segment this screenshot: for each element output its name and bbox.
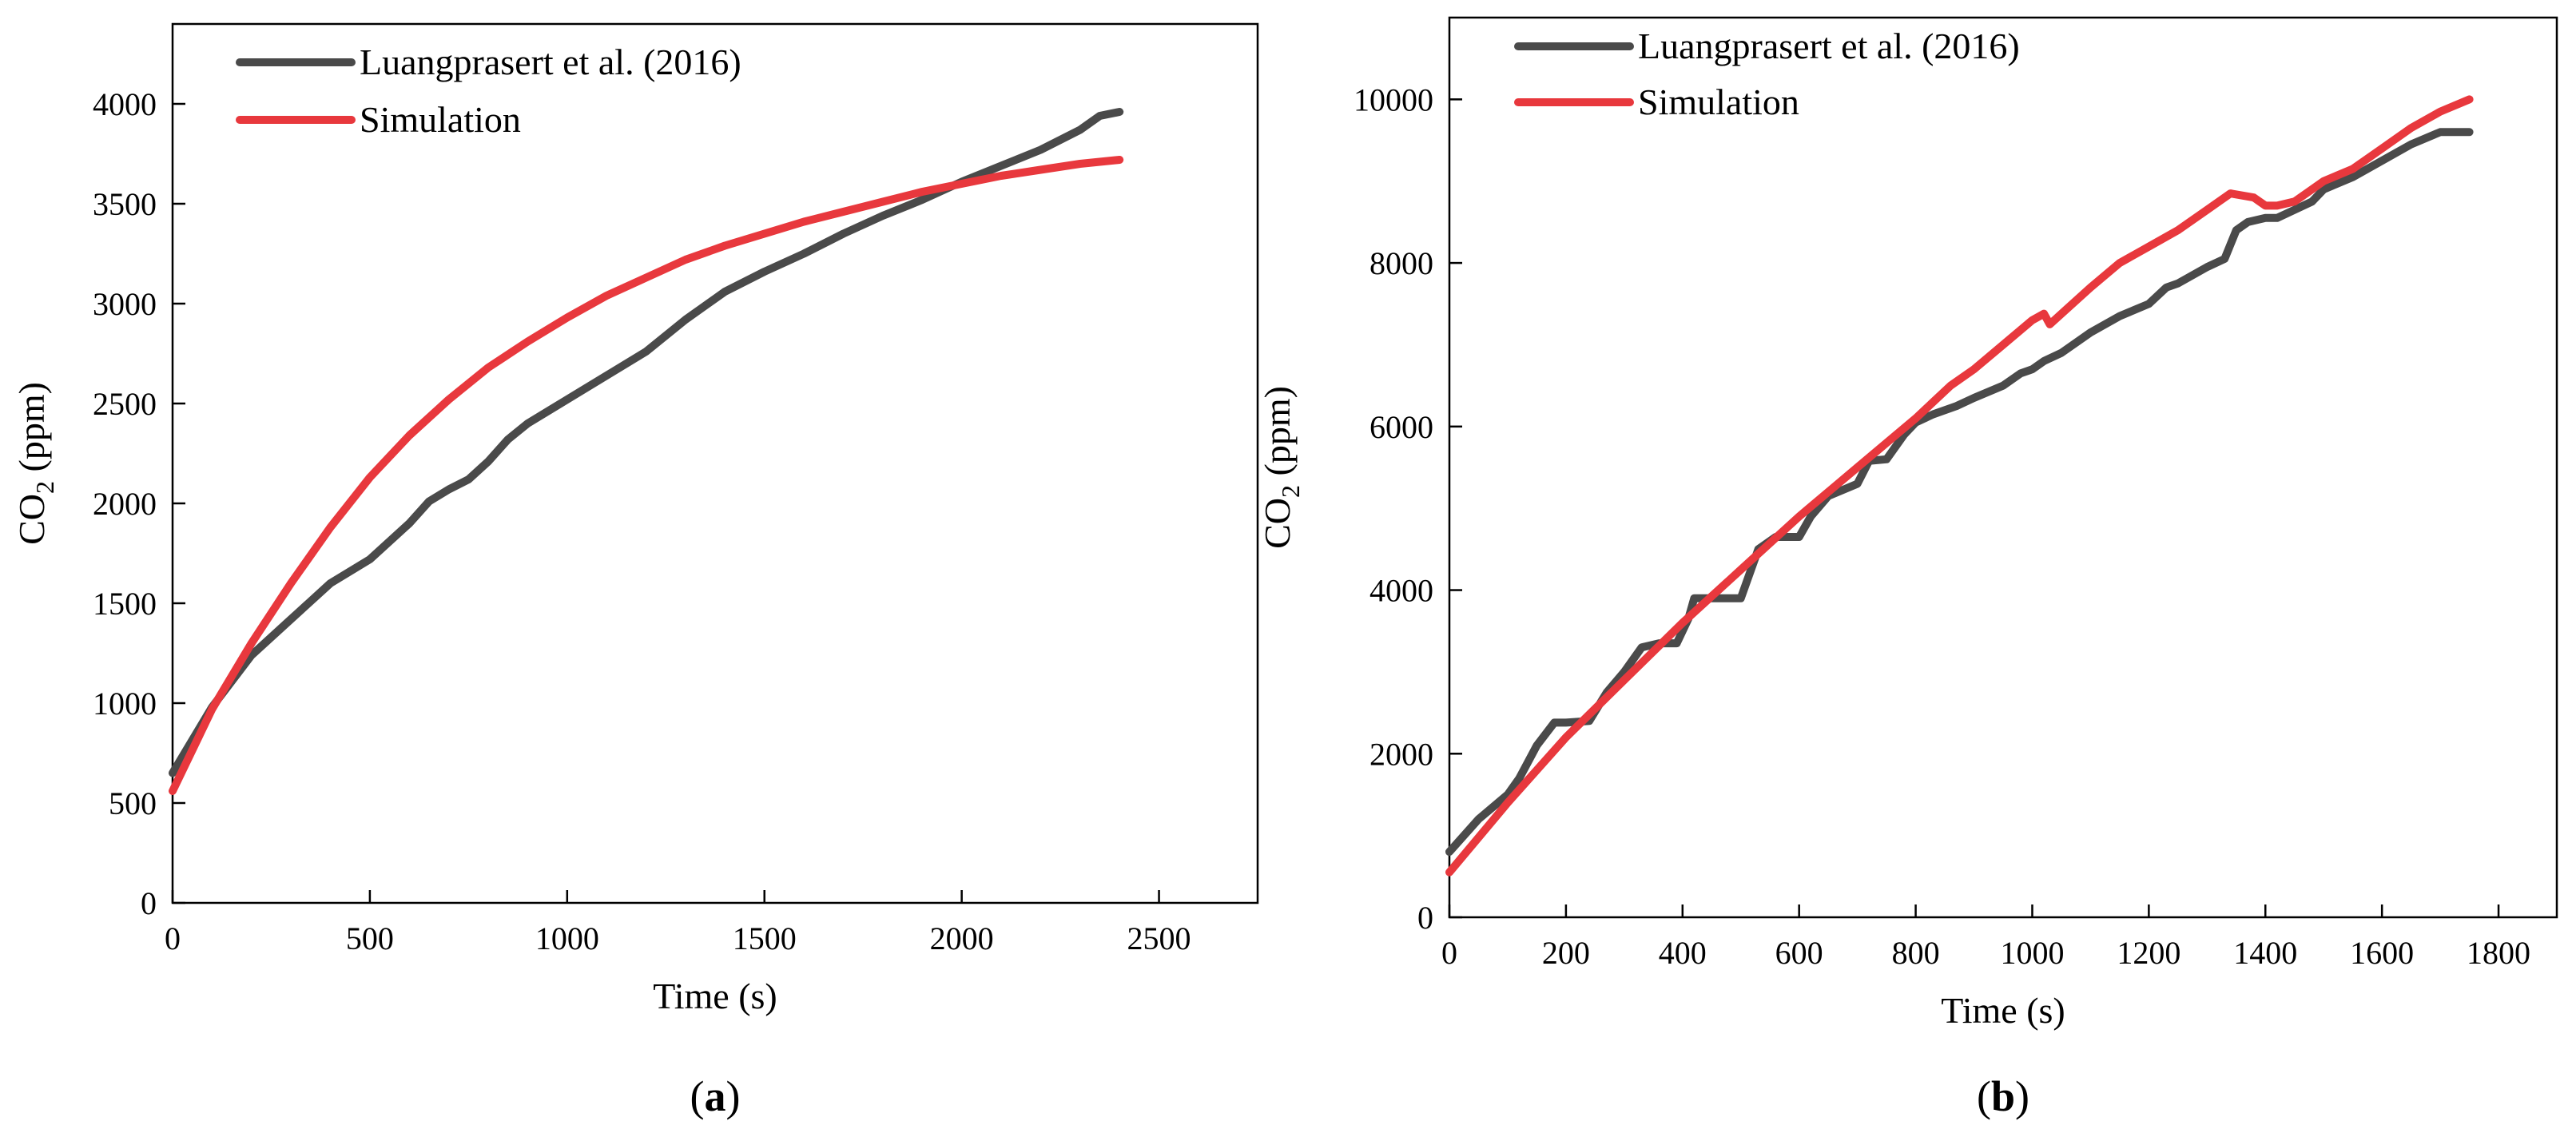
- x-tick-label: 1500: [733, 920, 797, 956]
- series-line-simulation: [1445, 95, 2474, 877]
- y-tick-label: 0: [141, 885, 157, 921]
- legend-label: Simulation: [1638, 82, 1799, 122]
- x-tick-label: 1000: [535, 920, 599, 956]
- chart-b: 0 2000 4000 6000 8000 10000 0 200 400 600 800 1000 1…: [1257, 16, 2558, 1120]
- series-line-measured: [169, 108, 1124, 777]
- x-tick-label: 1800: [2467, 935, 2530, 971]
- x-tick-label: 800: [1892, 935, 1940, 971]
- y-tick-label: 1500: [93, 586, 157, 622]
- y-axis-label: CO2 (ppm): [11, 382, 59, 545]
- legend-label: Simulation: [360, 99, 521, 140]
- chart-a: 0 500 1000 1500 2000 2500 3000 3500 4000 0 500 1000…: [11, 22, 1259, 1120]
- x-tick-label: 0: [165, 920, 181, 956]
- x-tick-label: 1000: [2000, 935, 2064, 971]
- panel-label: (a): [690, 1072, 741, 1120]
- y-tick-label: 10000: [1354, 82, 1433, 117]
- panel-label: (b): [1977, 1072, 2029, 1120]
- x-tick-label: 0: [1441, 935, 1457, 971]
- plot-frame: [171, 22, 1259, 904]
- x-tick-label: 500: [346, 920, 394, 956]
- x-tick-label: 600: [1775, 935, 1823, 971]
- x-axis-label: Time (s): [1941, 990, 2065, 1031]
- x-tick-label: 1600: [2350, 935, 2414, 971]
- x-tick-label: 2500: [1127, 920, 1191, 956]
- x-tick-label: 2000: [930, 920, 994, 956]
- series-line-simulation: [169, 156, 1124, 795]
- plot-frame: [1448, 16, 2558, 919]
- y-tick-label: 8000: [1369, 245, 1433, 281]
- series-line-measured: [1445, 128, 2474, 857]
- y-tick-label: 4000: [1369, 573, 1433, 609]
- y-tick-label: 500: [109, 785, 157, 821]
- y-tick-label: 2000: [93, 486, 157, 522]
- y-tick-label: 2000: [1369, 736, 1433, 772]
- legend-label: Luangprasert et al. (2016): [1638, 26, 2020, 66]
- y-axis-label: CO2 (ppm): [1257, 386, 1305, 549]
- x-tick-label: 200: [1542, 935, 1590, 971]
- x-tick-label: 1400: [2233, 935, 2297, 971]
- y-tick-label: 0: [1417, 900, 1433, 936]
- x-axis-label: Time (s): [653, 976, 777, 1016]
- y-tick-label: 6000: [1369, 409, 1433, 445]
- y-tick-label: 3500: [93, 186, 157, 222]
- y-tick-label: 4000: [93, 86, 157, 122]
- y-tick-label: 3000: [93, 286, 157, 322]
- x-tick-label: 1200: [2117, 935, 2180, 971]
- y-tick-label: 2500: [93, 386, 157, 422]
- y-tick-label: 1000: [93, 686, 157, 722]
- legend-label: Luangprasert et al. (2016): [360, 42, 741, 82]
- x-tick-label: 400: [1659, 935, 1707, 971]
